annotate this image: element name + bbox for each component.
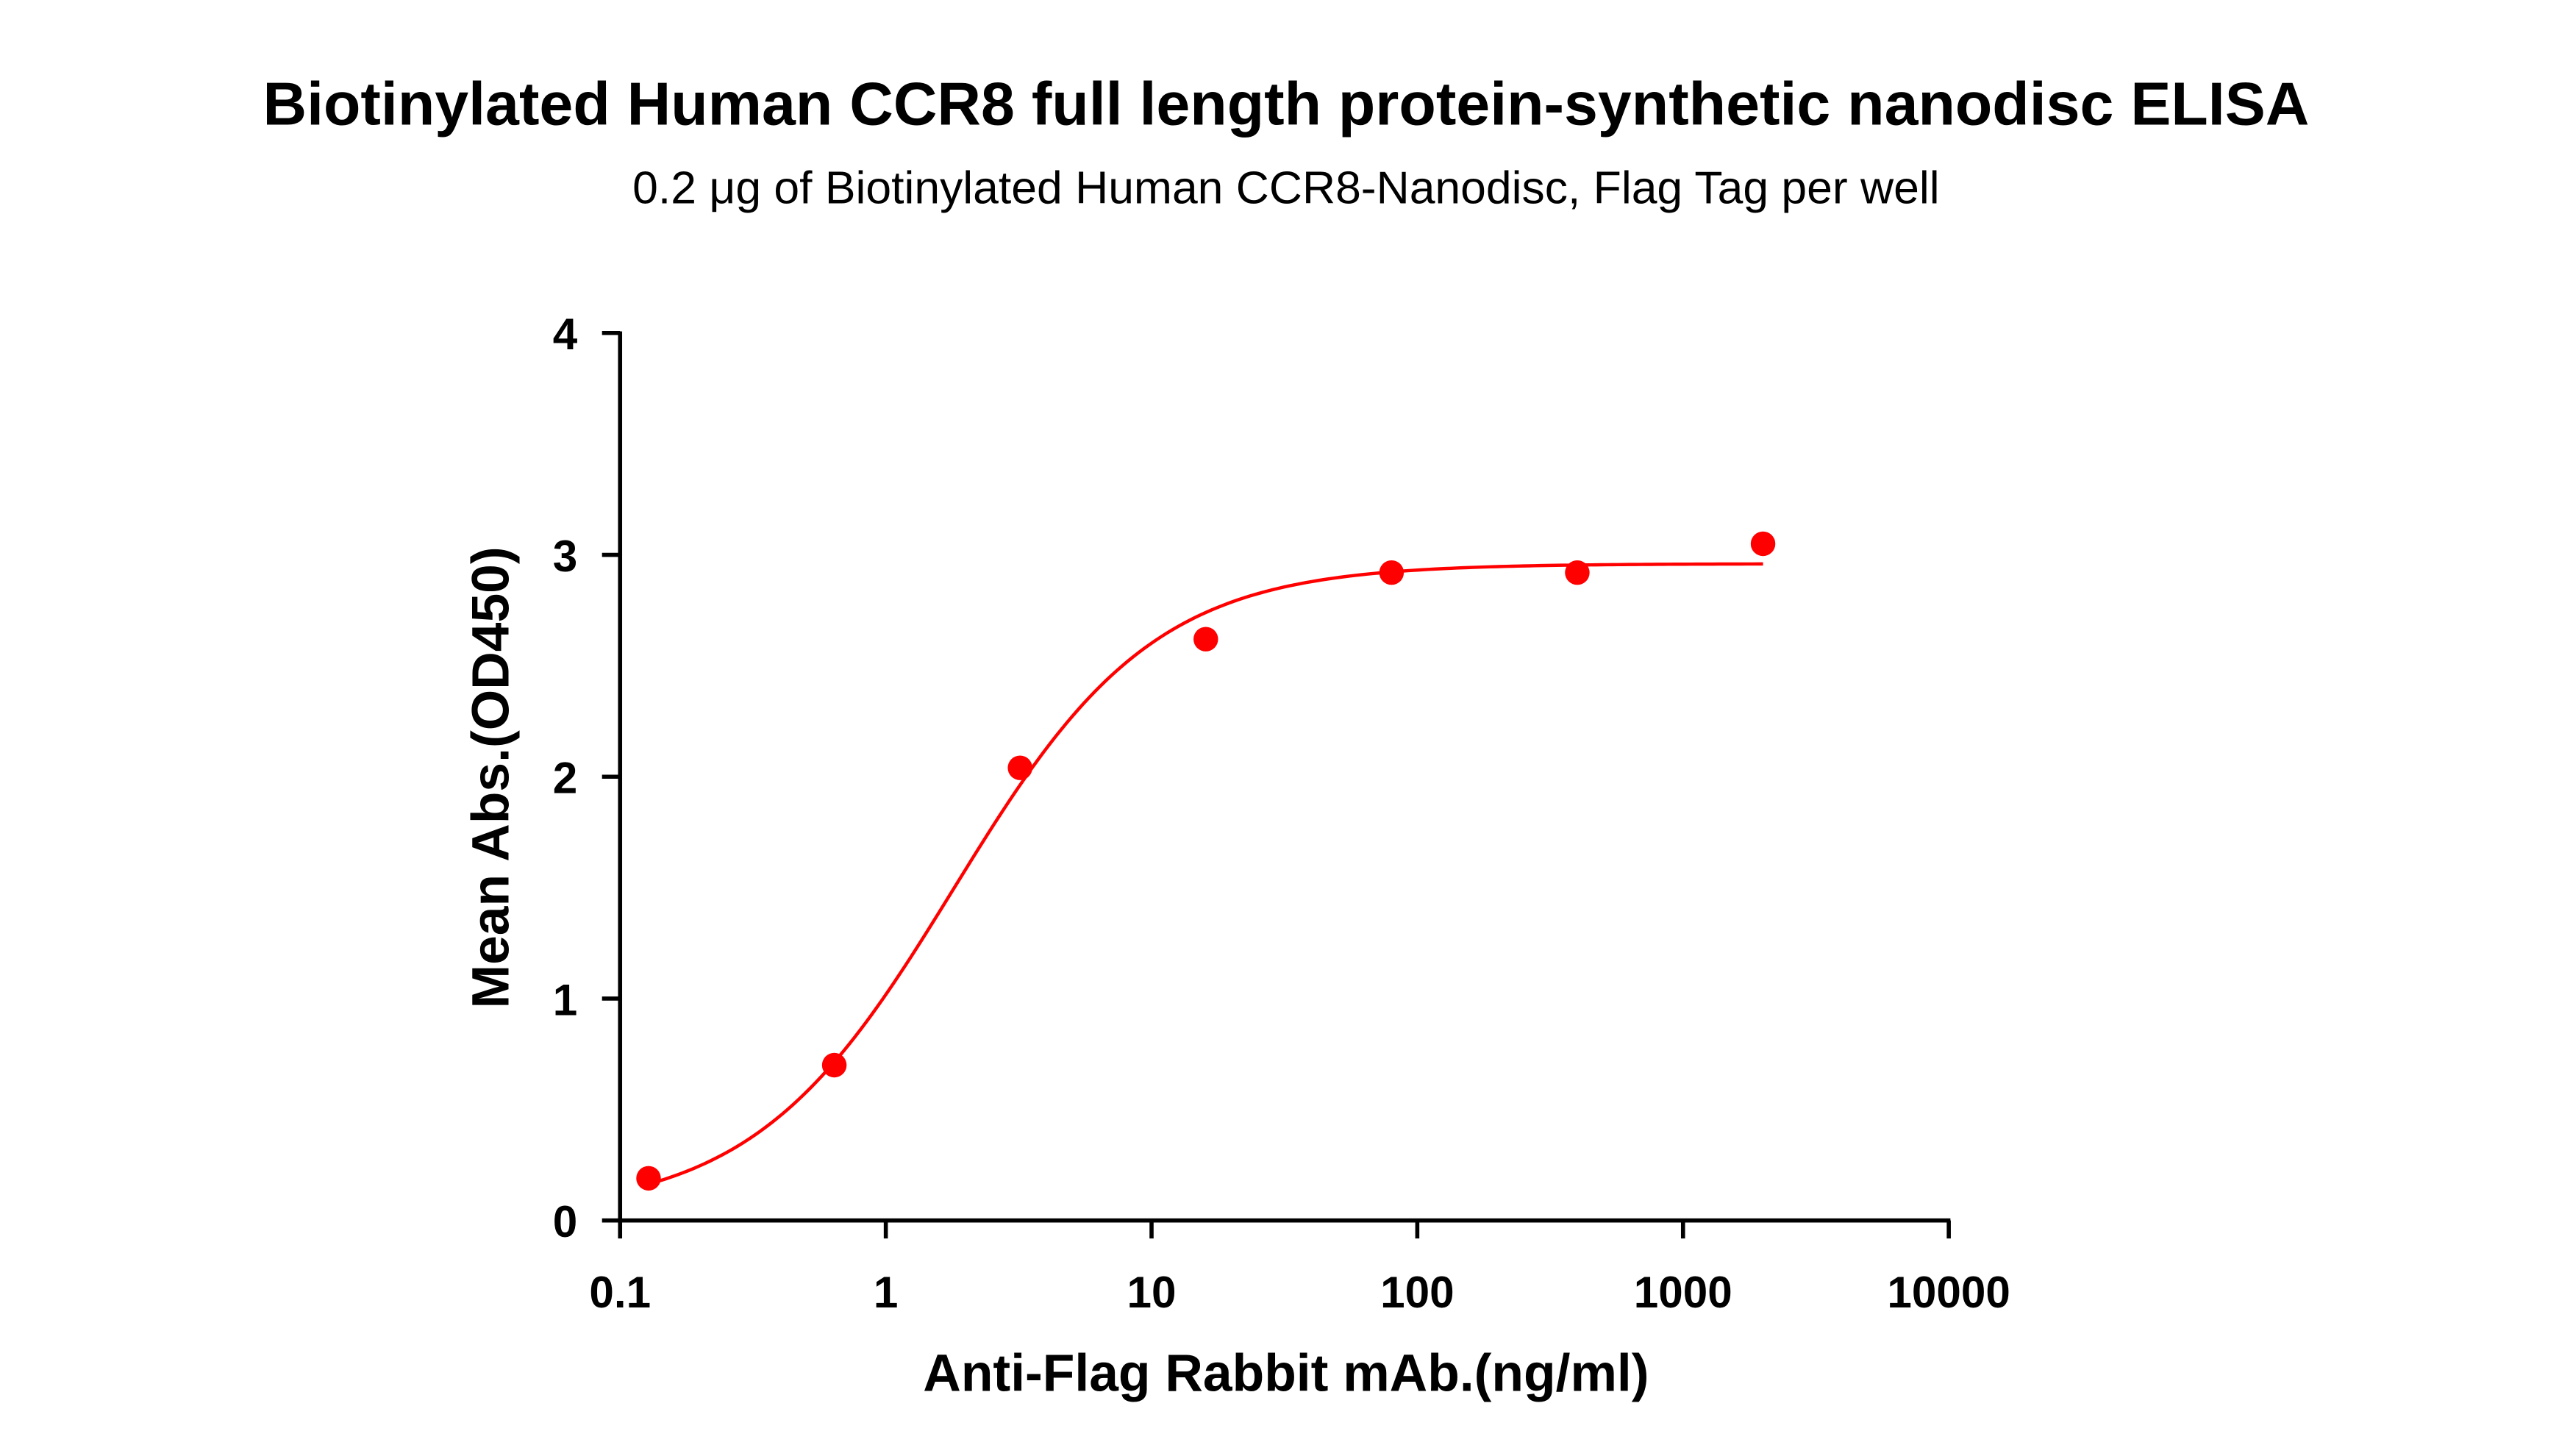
data-point	[1007, 755, 1032, 780]
chart-title: Biotinylated Human CCR8 full length prot…	[263, 71, 2310, 138]
x-tick-label: 10	[1127, 1267, 1177, 1317]
y-tick-label: 4	[553, 309, 578, 359]
y-tick-label: 1	[553, 974, 578, 1024]
y-axis-label: Mean Abs.(OD450)	[462, 546, 521, 1008]
data-point	[1193, 627, 1218, 652]
x-tick-label: 100	[1380, 1267, 1454, 1317]
axes: 0 1 2 3 4 0.1 1 10 100 1000 10000	[553, 309, 2010, 1317]
x-tick-label: 1000	[1634, 1267, 1732, 1317]
y-tick-label: 2	[553, 753, 578, 803]
x-axis-label: Anti-Flag Rabbit mAb.(ng/ml)	[923, 1344, 1649, 1403]
data-point	[821, 1052, 847, 1078]
data-point	[1565, 560, 1590, 585]
x-tick-label: 0.1	[589, 1267, 651, 1317]
fit-curve	[648, 562, 1763, 1186]
data-point	[636, 1166, 661, 1191]
data-point	[1750, 531, 1776, 557]
x-tick-label: 1	[874, 1267, 899, 1317]
data-point	[1379, 560, 1405, 585]
y-tick-label: 0	[553, 1196, 578, 1246]
y-tick-label: 3	[553, 531, 578, 581]
chart-subtitle: 0.2 μg of Biotinylated Human CCR8-Nanodi…	[632, 163, 1939, 214]
data-points	[636, 531, 1776, 1191]
x-tick-label: 10000	[1887, 1267, 2010, 1317]
